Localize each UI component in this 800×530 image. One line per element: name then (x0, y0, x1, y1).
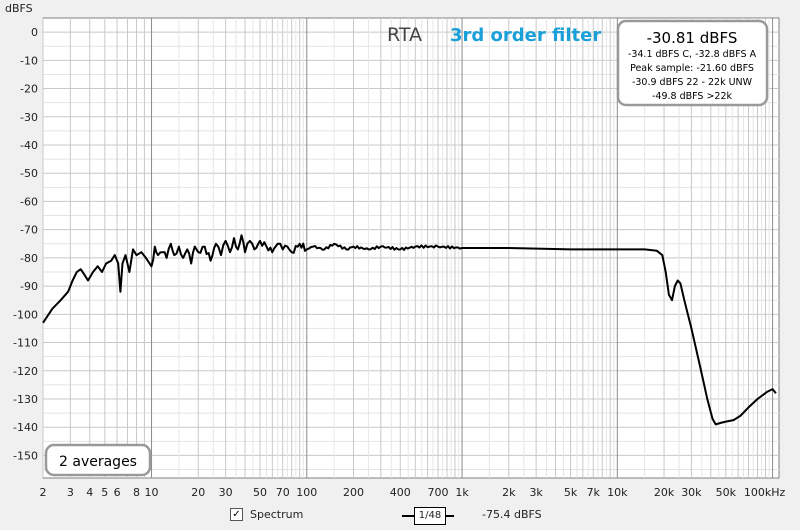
y-tick-label: -80 (20, 252, 38, 265)
rta-chart: 0 -10 -20 -30 -40 -50 -60 -70 -80 -90 -100 -110 -120… (5, 2, 786, 499)
readout-line: -49.8 dBFS >22k (652, 91, 733, 102)
y-tick-label: -110 (13, 337, 38, 350)
y-tick-label: -20 (20, 83, 38, 96)
smoothing-button[interactable]: 1/48 (414, 507, 446, 525)
x-tick-label: 20 (191, 486, 205, 499)
x-tick-label: 50k (716, 486, 737, 499)
level-readout-box: -30.81 dBFS -34.1 dBFS C, -32.8 dBFS A P… (616, 19, 769, 107)
averages-label: 2 averages (59, 454, 137, 470)
x-tick-label: 30 (219, 486, 233, 499)
cursor-value: -75.4 dBFS (482, 508, 542, 521)
y-tick-label: -140 (13, 421, 38, 434)
x-tick-label: 7k (587, 486, 601, 499)
x-tick-label: 1k (455, 486, 469, 499)
x-tick-label: 10k (607, 486, 628, 499)
x-tick-label: 100kHz (744, 486, 786, 499)
x-tick-label: 400 (390, 486, 411, 499)
readout-line: -30.9 dBFS 22 - 22k UNW (632, 77, 753, 88)
chart-title: RTA (387, 24, 422, 46)
y-axis-label: dBFS (5, 2, 33, 15)
x-tick-label: 3 (67, 486, 74, 499)
x-tick-label: 10 (145, 486, 159, 499)
x-tick-label: 3k (529, 486, 543, 499)
y-tick-label: -70 (20, 224, 38, 237)
x-tick-label: 8 (133, 486, 140, 499)
y-tick-label: -50 (20, 167, 38, 180)
x-tick-label: 70 (276, 486, 290, 499)
y-tick-label: -10 (20, 54, 38, 67)
y-tick-label: -60 (20, 195, 38, 208)
y-tick-label: -30 (20, 111, 38, 124)
footer-bar: ✓ Spectrum 1/48 -75.4 dBFS (0, 505, 800, 527)
readout-line: -34.1 dBFS C, -32.8 dBFS A (628, 49, 757, 60)
spectrum-label: Spectrum (250, 508, 304, 521)
x-tick-label: 4 (86, 486, 93, 499)
readout-line: Peak sample: -21.60 dBFS (630, 63, 754, 74)
y-tick-label: -90 (20, 280, 38, 293)
x-tick-label: 50 (253, 486, 267, 499)
y-tick-label: 0 (31, 26, 38, 39)
x-tick-label: 100 (296, 486, 317, 499)
x-tick-label: 5k (564, 486, 578, 499)
spectrum-checkbox[interactable]: ✓ (230, 508, 243, 521)
x-tick-label: 20k (654, 486, 675, 499)
x-tick-label: 5 (101, 486, 108, 499)
spectrum-series-line (42, 234, 777, 426)
x-tick-label: 700 (427, 486, 448, 499)
y-tick-labels: 0 -10 -20 -30 -40 -50 -60 -70 -80 -90 -100 -110 -120… (13, 26, 38, 462)
y-tick-label: -100 (13, 308, 38, 321)
chart-subtitle: 3rd order filter (450, 25, 601, 46)
y-tick-label: -120 (13, 365, 38, 378)
x-tick-labels: 2 3 4 5 6 8 10 20 30 50 70 100 200 400 700 1k 2k 3k 5k 7k 10… (40, 486, 786, 499)
readout-main: -30.81 dBFS (647, 29, 738, 47)
y-tick-label: -150 (13, 449, 38, 462)
x-tick-label: 200 (343, 486, 364, 499)
x-tick-label: 2k (502, 486, 516, 499)
x-tick-label: 2 (40, 486, 47, 499)
x-tick-label: 30k (681, 486, 702, 499)
y-tick-label: -40 (20, 139, 38, 152)
x-tick-label: 6 (114, 486, 121, 499)
averages-box: 2 averages (44, 443, 152, 477)
y-tick-label: -130 (13, 393, 38, 406)
